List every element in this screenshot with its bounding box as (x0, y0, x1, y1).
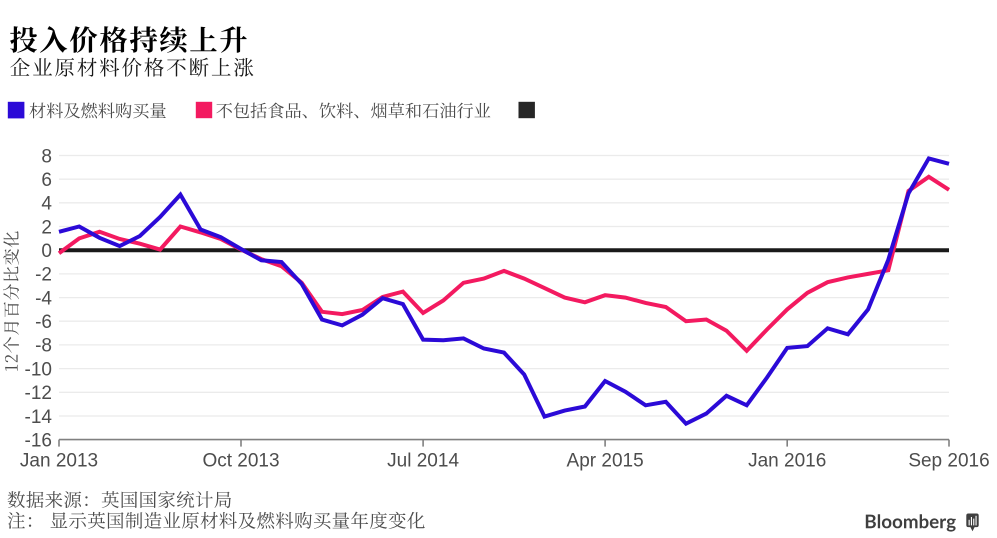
svg-text:Oct 2013: Oct 2013 (202, 450, 279, 471)
svg-text:-2: -2 (35, 265, 52, 286)
svg-text:-12: -12 (25, 383, 52, 404)
svg-text:8: 8 (41, 146, 52, 167)
svg-text:0: 0 (41, 241, 52, 262)
svg-text:6: 6 (41, 170, 52, 191)
svg-text:Apr 2015: Apr 2015 (567, 450, 644, 471)
svg-text:Jan 2013: Jan 2013 (20, 450, 98, 471)
svg-text:-14: -14 (25, 407, 53, 428)
svg-text:4: 4 (41, 194, 52, 215)
svg-text:-6: -6 (35, 312, 52, 333)
svg-text:-16: -16 (25, 430, 52, 451)
svg-text:-8: -8 (35, 336, 52, 357)
svg-text:Sep 2016: Sep 2016 (908, 450, 989, 471)
svg-text:-10: -10 (25, 359, 52, 380)
svg-text:-4: -4 (35, 288, 52, 309)
svg-text:Jan 2016: Jan 2016 (748, 450, 826, 471)
svg-text:Jul 2014: Jul 2014 (387, 450, 459, 471)
svg-text:2: 2 (41, 217, 52, 238)
